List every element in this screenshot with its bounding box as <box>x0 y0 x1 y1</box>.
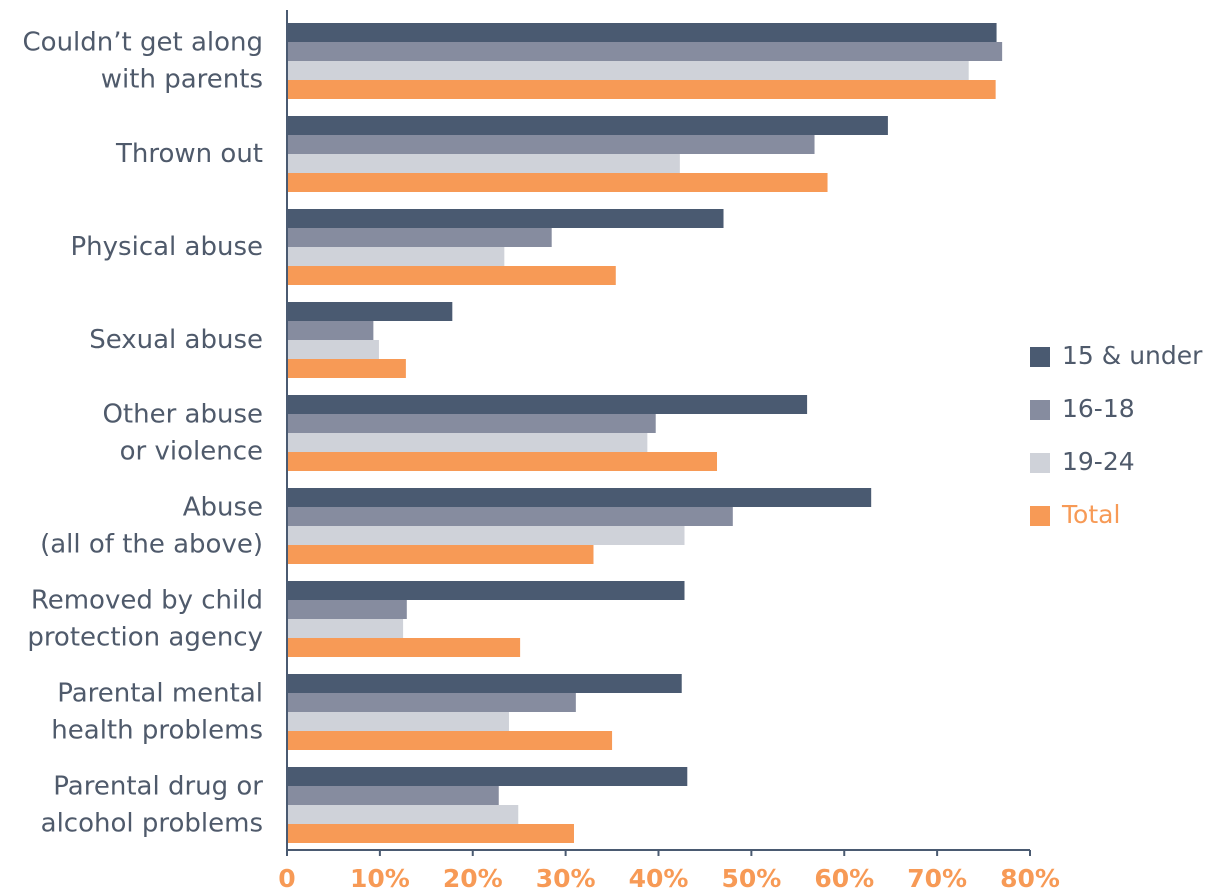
x-tick-label: 40% <box>629 864 689 892</box>
bar <box>287 600 407 619</box>
bar <box>287 452 718 471</box>
legend-swatch <box>1030 400 1050 420</box>
category-label: Abuse (all of the above) <box>40 492 263 559</box>
bar <box>287 302 453 321</box>
bar <box>287 545 594 564</box>
x-tick-label: 30% <box>536 864 596 892</box>
x-tick-label: 60% <box>814 864 874 892</box>
bar <box>287 116 888 135</box>
category-label: Parental drug or alcohol problems <box>41 771 264 838</box>
bar <box>287 266 616 285</box>
legend-swatch <box>1030 453 1050 473</box>
x-tick-label: 20% <box>443 864 503 892</box>
bar <box>287 135 815 154</box>
bar <box>287 80 996 99</box>
bar <box>287 154 680 173</box>
bar <box>287 824 574 843</box>
bar <box>287 23 997 42</box>
bar <box>287 321 374 340</box>
category-label: Other abuse or violence <box>102 399 263 466</box>
bar <box>287 228 552 247</box>
bar <box>287 340 379 359</box>
legend-label: 19-24 <box>1062 447 1135 476</box>
legend-label: 16-18 <box>1062 394 1135 423</box>
category-label: Physical abuse <box>71 232 264 262</box>
category-label: Sexual abuse <box>89 325 263 355</box>
legend-swatch <box>1030 506 1050 526</box>
x-tick-label: 10% <box>350 864 410 892</box>
legend-label: Total <box>1061 500 1120 529</box>
category-label: Couldn’t get along with parents <box>23 27 263 94</box>
bar <box>287 638 521 657</box>
x-tick-label: 0 <box>278 864 295 892</box>
legend-swatch <box>1030 347 1050 367</box>
x-tick-label: 50% <box>721 864 781 892</box>
bar <box>287 731 613 750</box>
bar <box>287 414 656 433</box>
bar <box>287 786 499 805</box>
bar <box>287 488 872 507</box>
bar <box>287 693 576 712</box>
x-tick-label: 80% <box>1000 864 1060 892</box>
bar <box>287 395 808 414</box>
category-label: Removed by child protection agency <box>27 585 263 652</box>
x-tick-label: 70% <box>907 864 967 892</box>
category-label: Parental mental health problems <box>51 678 263 745</box>
bar <box>287 359 406 378</box>
bar <box>287 805 519 824</box>
bar <box>287 674 682 693</box>
bar <box>287 61 969 80</box>
bar <box>287 507 733 526</box>
legend-label: 15 & under <box>1062 341 1203 370</box>
bar <box>287 581 685 600</box>
bar <box>287 619 404 638</box>
bar <box>287 433 648 452</box>
category-label: Thrown out <box>115 139 263 169</box>
bar <box>287 247 505 266</box>
bar <box>287 42 1003 61</box>
bar <box>287 767 688 786</box>
bar <box>287 712 509 731</box>
bar <box>287 209 724 228</box>
bar <box>287 526 685 545</box>
bar <box>287 173 828 192</box>
